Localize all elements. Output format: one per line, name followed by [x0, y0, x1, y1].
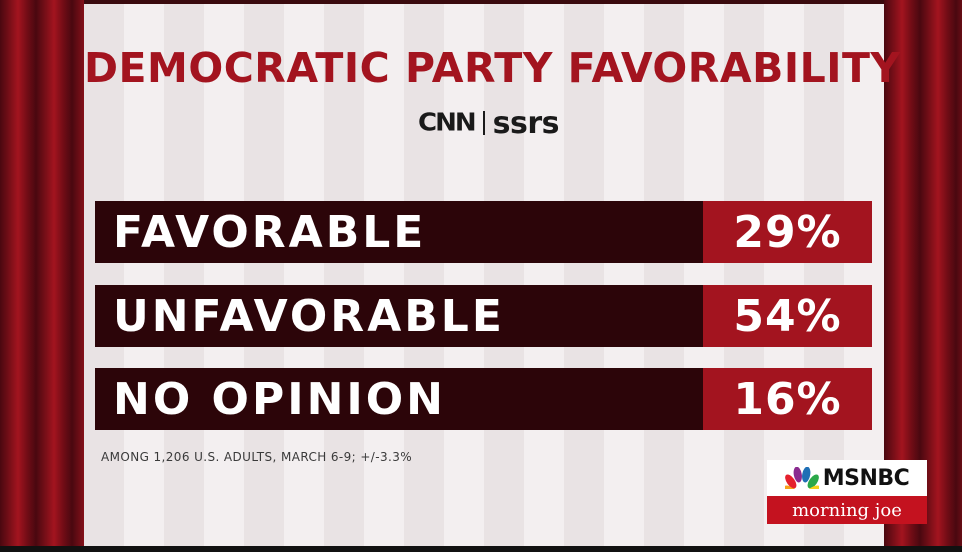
chart-title: DEMOCRATIC PARTY FAVORABILITY [84, 44, 901, 92]
value-label: 54% [733, 290, 842, 342]
peacock-icon [784, 467, 819, 489]
value-label: 29% [733, 206, 842, 258]
bottom-strip [0, 546, 962, 552]
msnbc-logo-bug: MSNBC morning joe [767, 460, 927, 524]
msnbc-wordmark: MSNBC [822, 465, 910, 491]
bar-value-box: 29% [703, 201, 872, 263]
category-label: UNFAVORABLE [113, 290, 505, 342]
ssrs-logo: ssrs [492, 105, 560, 141]
value-label: 16% [733, 373, 842, 425]
chart-panel: DEMOCRATIC PARTY FAVORABILITY CNN ssrs F… [84, 4, 901, 547]
show-name: morning joe [792, 499, 902, 521]
chart-footnote: AMONG 1,206 U.S. ADULTS, MARCH 6-9; +/-3… [101, 450, 413, 464]
bar-label-box: FAVORABLE [95, 201, 703, 263]
msnbc-logo: MSNBC [767, 460, 927, 496]
bar-value-box: 54% [703, 285, 872, 347]
show-name-band: morning joe [767, 496, 927, 524]
category-label: FAVORABLE [113, 206, 427, 258]
poll-logos: CNN ssrs [418, 105, 560, 141]
bar-row-unfavorable: UNFAVORABLE 54% [95, 285, 872, 347]
left-curtain-background [0, 0, 84, 552]
bar-value-box: 16% [703, 368, 872, 430]
bar-row-no-opinion: NO OPINION 16% [95, 368, 872, 430]
logo-divider [482, 111, 485, 135]
category-label: NO OPINION [113, 373, 446, 425]
bar-row-favorable: FAVORABLE 29% [95, 201, 872, 263]
cnn-logo: CNN [418, 108, 477, 138]
bar-label-box: NO OPINION [95, 368, 703, 430]
bar-label-box: UNFAVORABLE [95, 285, 703, 347]
